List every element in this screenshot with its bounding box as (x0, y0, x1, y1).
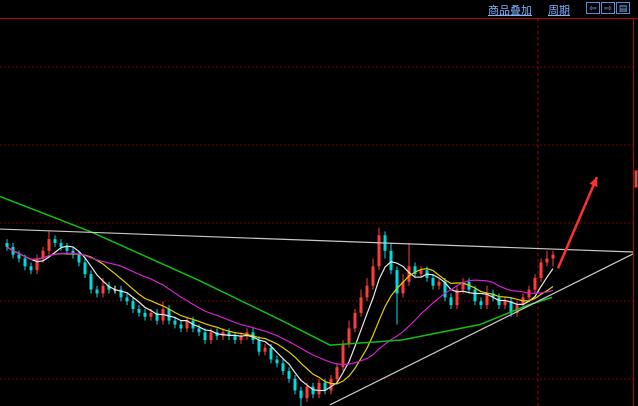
candle-body (35, 258, 39, 271)
candle-body (17, 254, 21, 259)
candle-body (371, 266, 375, 286)
candle-body (347, 328, 351, 344)
candle-body (545, 258, 549, 263)
ma10-line (6, 246, 554, 385)
candle-body (317, 382, 321, 395)
candle-body (311, 386, 315, 395)
candle-body (131, 301, 135, 309)
chart-right-border (633, 18, 634, 406)
scrollbar-thumb[interactable] (634, 170, 638, 188)
candle-body (455, 289, 459, 306)
candle-body (509, 301, 513, 313)
candle-body (77, 254, 81, 263)
candle-body (377, 235, 381, 267)
candle-body (479, 301, 483, 306)
candle-body (53, 239, 57, 244)
candle-body (437, 281, 441, 286)
candle-body (293, 378, 297, 391)
candle-body (389, 250, 393, 271)
candle-body (407, 266, 411, 282)
candle-body (473, 289, 477, 302)
candle-body (185, 320, 189, 329)
candle-body (485, 293, 489, 306)
candle-body (281, 363, 285, 372)
candle-body (419, 270, 423, 275)
candle-body (23, 258, 27, 267)
candle-body (323, 382, 327, 391)
candle-body (179, 324, 183, 329)
candle-body (329, 378, 333, 391)
candle-body (155, 312, 159, 321)
arrow-shaft (556, 176, 599, 269)
candle-body (395, 270, 399, 294)
candle-body (149, 312, 153, 317)
candle-body (461, 281, 465, 290)
candle-body (233, 336, 237, 341)
candle-body (497, 297, 501, 306)
arrow-left-icon[interactable]: ⇦ (586, 2, 600, 14)
candle-body (209, 332, 213, 341)
candle-body (275, 359, 279, 364)
candle-body (167, 309, 171, 321)
candle-body (539, 262, 543, 278)
candle-body (299, 390, 303, 399)
candle-body (47, 239, 51, 251)
candle-body (401, 281, 405, 294)
candle-body (125, 297, 129, 302)
trendline (0, 228, 633, 253)
candle-body (71, 250, 75, 255)
candle-body (359, 297, 363, 313)
candle-body (533, 277, 537, 290)
candle-body (239, 336, 243, 341)
candle-body (65, 246, 69, 251)
period-link[interactable]: 周期 (548, 4, 570, 17)
candle-body (143, 312, 147, 317)
candle-body (341, 343, 345, 368)
candle-body (305, 386, 309, 399)
candle-body (227, 332, 231, 337)
arrow-head-icon (589, 177, 598, 188)
candle-body (41, 250, 45, 259)
candle-body (137, 309, 141, 313)
candle-body (197, 328, 201, 333)
candle-body (353, 312, 357, 329)
candle-body (449, 297, 453, 306)
ma5-line (6, 245, 554, 392)
candle-body (551, 254, 555, 259)
candle-body (59, 243, 63, 247)
candle-body (413, 266, 417, 275)
trendline (329, 253, 633, 406)
candle-body (257, 340, 261, 352)
candle-body (287, 371, 291, 379)
chart-toolbar: 商品叠加 周期 ⇦ ⇨ ▤ (0, 0, 638, 19)
candle-body (443, 281, 447, 298)
layout-icon[interactable]: ▤ (616, 2, 630, 14)
candle-body (269, 347, 273, 360)
candle-body (203, 332, 207, 341)
ma20-line (6, 246, 554, 366)
long-ma-line (0, 195, 553, 346)
candle-body (101, 285, 105, 294)
candle-body (503, 301, 507, 306)
candle-body (107, 285, 111, 290)
candle-body (95, 289, 99, 294)
candle-body (335, 367, 339, 379)
candle-body (29, 266, 33, 271)
candle-body (83, 262, 87, 275)
candle-body (365, 285, 369, 298)
candle-body (173, 320, 177, 325)
candle-body (431, 277, 435, 286)
arrow-right-icon[interactable]: ⇨ (601, 2, 615, 14)
candle-body (491, 293, 495, 298)
candle-body (89, 274, 93, 290)
candle-body (263, 347, 267, 352)
overlay-symbol-link[interactable]: 商品叠加 (488, 4, 532, 17)
candle-body (5, 243, 9, 247)
candle-body (119, 289, 123, 298)
